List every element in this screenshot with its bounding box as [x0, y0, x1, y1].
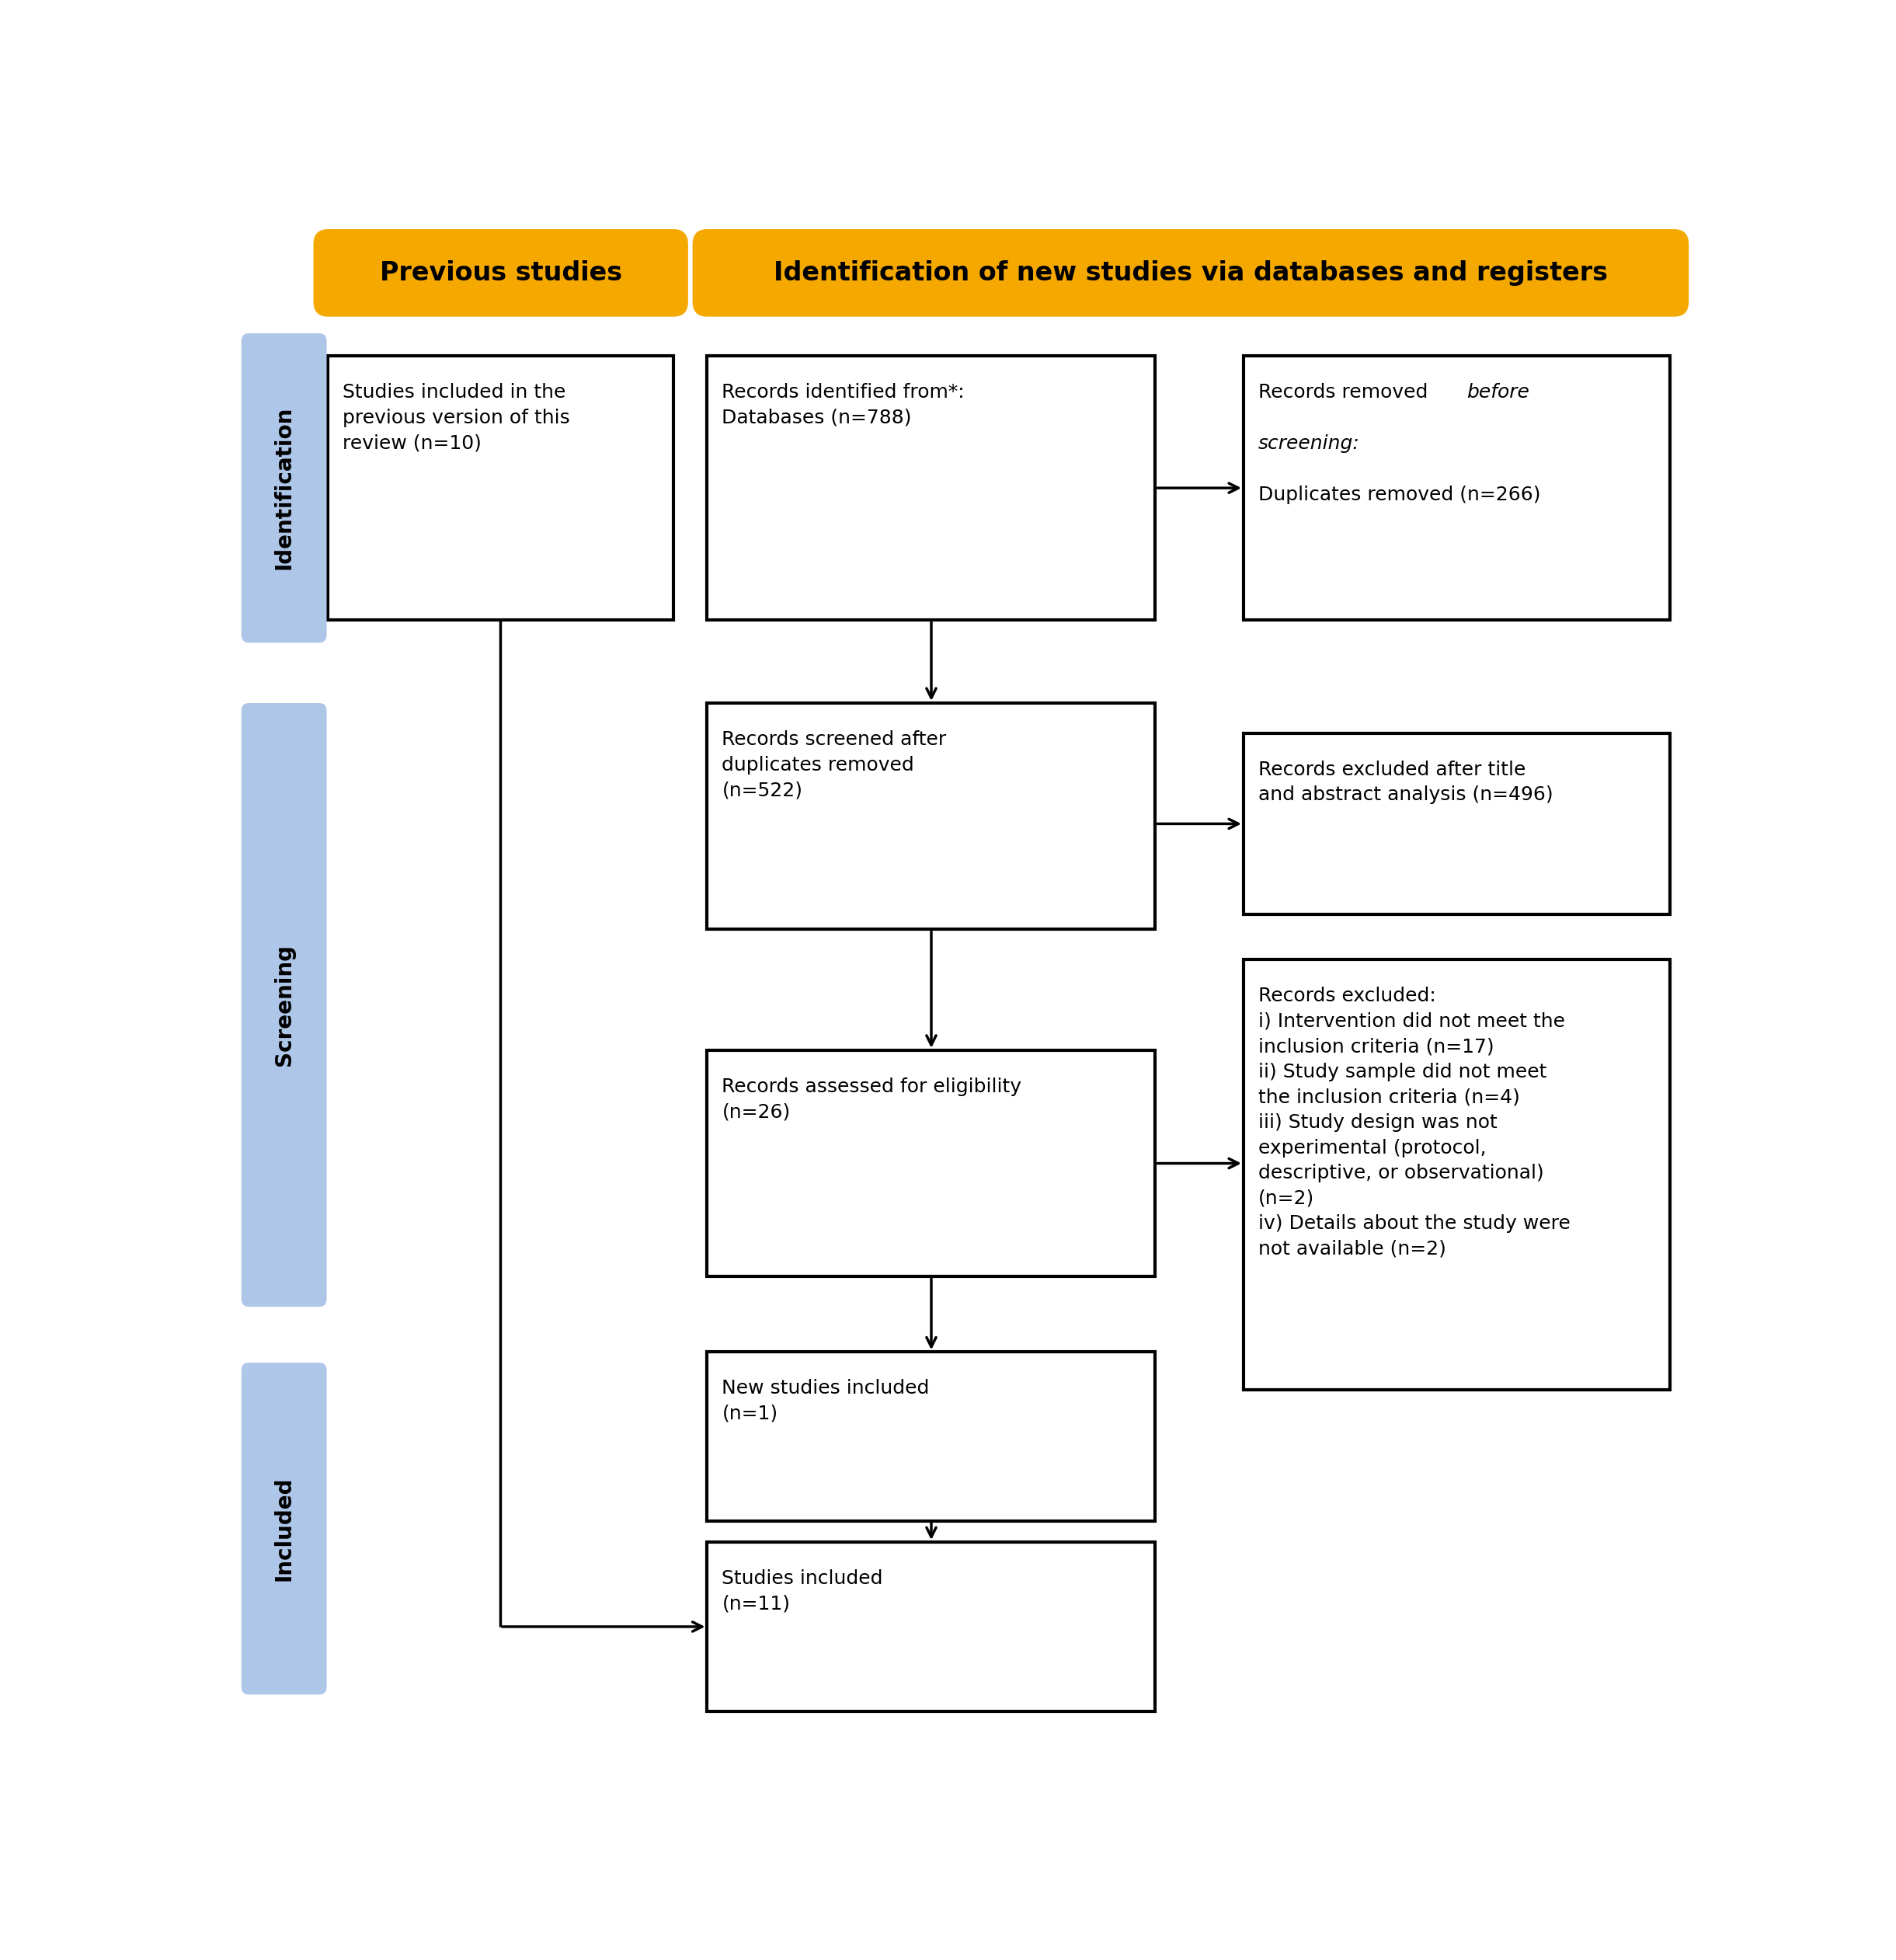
FancyBboxPatch shape: [707, 704, 1155, 929]
FancyBboxPatch shape: [241, 1362, 326, 1695]
FancyBboxPatch shape: [1244, 733, 1670, 913]
FancyBboxPatch shape: [707, 1051, 1155, 1276]
Text: Studies included in the
previous version of this
review (n=10): Studies included in the previous version…: [343, 382, 571, 453]
FancyBboxPatch shape: [707, 357, 1155, 619]
Text: Identification: Identification: [273, 406, 296, 570]
Text: Studies included
(n=11): Studies included (n=11): [722, 1570, 884, 1613]
Text: New studies included
(n=1): New studies included (n=1): [722, 1380, 929, 1423]
Text: Screening: Screening: [273, 945, 296, 1066]
Text: Records screened after
duplicates removed
(n=522): Records screened after duplicates remove…: [722, 731, 946, 800]
FancyBboxPatch shape: [1244, 357, 1670, 619]
Text: Included: Included: [273, 1476, 296, 1582]
FancyBboxPatch shape: [328, 357, 673, 619]
FancyBboxPatch shape: [1244, 960, 1670, 1390]
Text: Duplicates removed (n=266): Duplicates removed (n=266): [1259, 486, 1541, 504]
Text: Records removed: Records removed: [1259, 382, 1433, 402]
Text: Records excluded:
i) Intervention did not meet the
inclusion criteria (n=17)
ii): Records excluded: i) Intervention did no…: [1259, 986, 1570, 1258]
FancyBboxPatch shape: [692, 229, 1689, 318]
Text: Identification of new studies via databases and registers: Identification of new studies via databa…: [774, 261, 1608, 286]
Text: screening:: screening:: [1259, 435, 1359, 453]
FancyBboxPatch shape: [707, 1352, 1155, 1521]
Text: before: before: [1468, 382, 1530, 402]
FancyBboxPatch shape: [313, 229, 688, 318]
Text: Records assessed for eligibility
(n=26): Records assessed for eligibility (n=26): [722, 1078, 1022, 1121]
Text: Records identified from*:
Databases (n=788): Records identified from*: Databases (n=7…: [722, 382, 965, 427]
FancyBboxPatch shape: [707, 1543, 1155, 1711]
FancyBboxPatch shape: [241, 704, 326, 1307]
Text: Records excluded after title
and abstract analysis (n=496): Records excluded after title and abstrac…: [1259, 760, 1553, 804]
FancyBboxPatch shape: [241, 333, 326, 643]
Text: Previous studies: Previous studies: [379, 261, 622, 286]
